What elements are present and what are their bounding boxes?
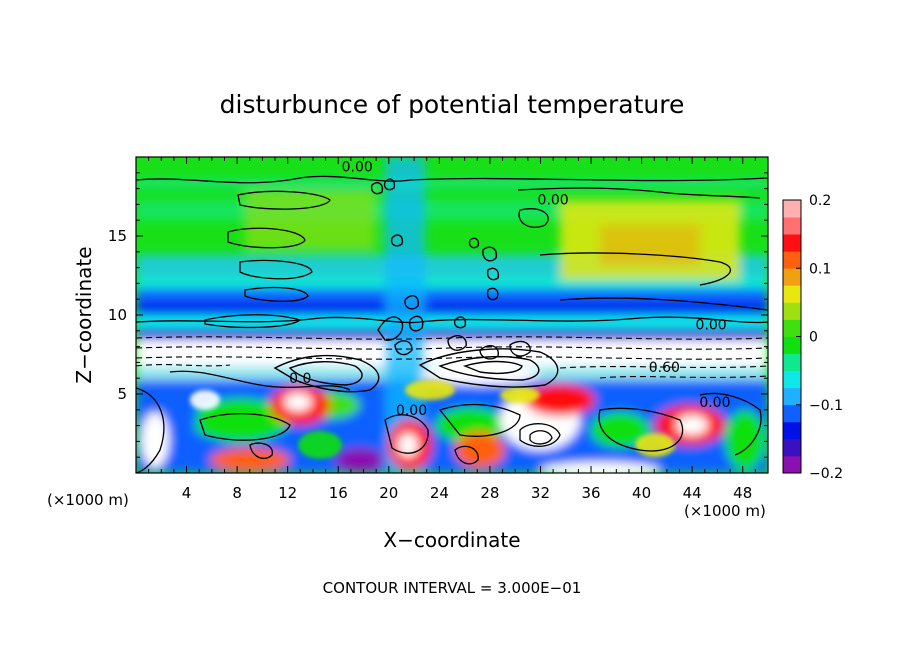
contour-label: 0.00 — [696, 317, 727, 333]
colorbar — [782, 199, 802, 474]
x-tick-label: 8 — [232, 484, 242, 502]
heatmap-plot-area: 0.00 0.00 0.00 0.60 0.00 0.0 0.00 — [136, 157, 768, 473]
contour-labels: 0.00 0.00 0.00 0.60 0.00 0.0 0.00 — [289, 159, 730, 418]
x-unit-left: (×1000 m) — [47, 491, 129, 509]
colorbar-swatch — [783, 268, 801, 286]
colorbar-swatch — [783, 455, 801, 474]
x-tick-label: 4 — [182, 484, 192, 502]
colorbar-swatch — [783, 353, 801, 372]
colorbar-tick-label: −0.2 — [809, 466, 843, 482]
x-tick-label: 24 — [430, 484, 449, 502]
contour-label: 0.0 — [289, 371, 311, 387]
colorbar-swatch — [783, 285, 801, 303]
x-tick-label: 32 — [531, 484, 550, 502]
contour-label: 0.00 — [396, 403, 427, 419]
colorbar-swatch — [783, 421, 801, 440]
colorbar-swatch — [783, 387, 801, 406]
x-tick-label: 16 — [329, 484, 348, 502]
x-tick-label: 20 — [379, 484, 398, 502]
contour-interval-note: CONTOUR INTERVAL = 3.000E−01 — [323, 579, 582, 597]
y-tick-label: 10 — [108, 306, 127, 324]
y-tick-label: 15 — [108, 227, 127, 245]
colorbar-swatch — [783, 200, 801, 218]
contour-label: 0.60 — [649, 360, 680, 376]
x-tick-label: 28 — [480, 484, 499, 502]
colorbar-tick-label: 0.1 — [809, 261, 831, 277]
x-tick-label: 44 — [683, 484, 702, 502]
x-tick-label: 36 — [581, 484, 600, 502]
colorbar-swatch — [783, 251, 801, 269]
x-axis-label: X−coordinate — [383, 528, 520, 552]
colorbar-ticks: 0.2 0.1 0 −0.1 −0.2 — [796, 193, 843, 482]
x-axis: 4 8 12 16 20 24 28 32 36 40 44 48 — [148, 157, 756, 502]
colorbar-swatch — [783, 404, 801, 423]
y-axis-label: Z−coordinate — [72, 246, 96, 383]
x-unit-right: (×1000 m) — [684, 502, 766, 520]
dense-contour-cluster — [273, 178, 559, 393]
chart-title: disturbunce of potential temperature — [220, 90, 685, 119]
contour-label: 0.00 — [538, 193, 569, 209]
contour-lines — [136, 175, 768, 473]
contour-label: 0.00 — [699, 395, 730, 411]
colorbar-tick-label: 0.2 — [809, 193, 831, 209]
colorbar-swatch — [783, 234, 801, 252]
x-tick-label: 48 — [733, 484, 752, 502]
colorbar-swatch — [783, 370, 801, 389]
x-tick-label: 40 — [632, 484, 651, 502]
contour-label: 0.00 — [342, 159, 373, 175]
colorbar-swatch — [783, 336, 801, 354]
colorbar-swatch — [783, 438, 801, 457]
x-tick-label: 12 — [278, 484, 297, 502]
colorbar-tick-label: 0 — [809, 330, 818, 346]
color-field — [136, 157, 768, 473]
y-tick-label: 5 — [117, 385, 127, 403]
colorbar-tick-label: −0.1 — [809, 398, 843, 414]
colorbar-swatch — [783, 319, 801, 337]
colorbar-swatch — [783, 217, 801, 235]
y-axis: 5 10 15 — [108, 172, 768, 458]
colorbar-swatch — [783, 302, 801, 320]
